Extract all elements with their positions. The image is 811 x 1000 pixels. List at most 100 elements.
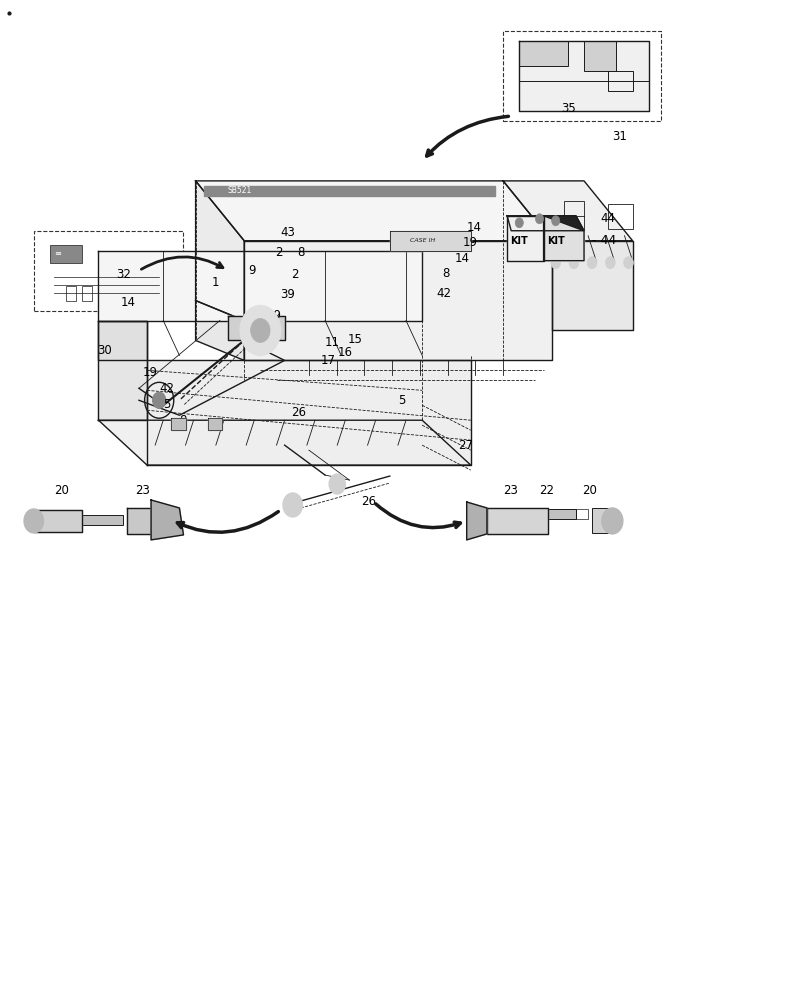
Polygon shape: [244, 241, 551, 360]
Text: 30: 30: [97, 344, 111, 357]
Bar: [82, 515, 122, 525]
Polygon shape: [543, 216, 583, 261]
Circle shape: [251, 319, 270, 342]
Text: 15: 15: [347, 333, 363, 346]
Bar: [607, 71, 632, 91]
Bar: [34, 231, 183, 311]
Text: 17: 17: [320, 354, 335, 367]
Polygon shape: [204, 186, 495, 196]
Polygon shape: [519, 41, 648, 111]
Text: 42: 42: [159, 382, 174, 395]
Polygon shape: [195, 301, 244, 360]
Circle shape: [601, 508, 622, 534]
Text: 19: 19: [143, 366, 158, 379]
Polygon shape: [503, 181, 632, 241]
Circle shape: [328, 474, 345, 494]
Text: 16: 16: [337, 346, 352, 359]
Text: 23: 23: [135, 484, 149, 497]
Text: 22: 22: [539, 484, 554, 497]
Text: 20: 20: [581, 484, 597, 497]
Text: 8: 8: [442, 267, 449, 280]
Text: SB521: SB521: [228, 186, 252, 195]
Bar: [66, 286, 75, 301]
Text: 42: 42: [436, 287, 451, 300]
Text: 19: 19: [267, 309, 281, 322]
Polygon shape: [208, 418, 222, 430]
Text: 43: 43: [281, 226, 295, 239]
Text: 35: 35: [560, 102, 576, 115]
Circle shape: [623, 257, 633, 269]
Text: 26: 26: [361, 495, 376, 508]
Text: 8: 8: [179, 414, 187, 427]
Text: CASE IH: CASE IH: [410, 238, 435, 243]
Text: KIT: KIT: [547, 236, 564, 246]
Circle shape: [283, 493, 302, 517]
Bar: [591, 508, 611, 533]
Circle shape: [240, 306, 281, 355]
Bar: [98, 291, 114, 301]
Text: 31: 31: [611, 130, 626, 143]
Circle shape: [534, 214, 543, 224]
Bar: [50, 245, 82, 263]
Polygon shape: [487, 508, 547, 534]
Bar: [583, 41, 616, 71]
Text: KIT: KIT: [510, 236, 527, 246]
Polygon shape: [228, 316, 285, 340]
Polygon shape: [171, 418, 186, 430]
Polygon shape: [34, 510, 82, 532]
Text: 19: 19: [462, 236, 477, 249]
Circle shape: [605, 257, 615, 269]
Polygon shape: [98, 320, 147, 360]
Text: 25: 25: [262, 329, 277, 342]
Text: 26: 26: [290, 406, 306, 419]
Bar: [547, 509, 575, 519]
Polygon shape: [195, 181, 244, 320]
Polygon shape: [507, 216, 543, 261]
Text: - 44: - 44: [591, 234, 616, 247]
Text: 5: 5: [163, 398, 170, 411]
Bar: [82, 286, 92, 301]
Text: 2: 2: [290, 268, 298, 281]
Text: ≡: ≡: [54, 249, 61, 258]
Bar: [563, 201, 583, 231]
Polygon shape: [127, 508, 175, 534]
Polygon shape: [466, 502, 487, 540]
Text: 14: 14: [121, 296, 136, 309]
Polygon shape: [195, 181, 551, 241]
Text: 2: 2: [275, 246, 282, 259]
Bar: [607, 204, 632, 229]
Circle shape: [24, 509, 44, 533]
Circle shape: [586, 257, 596, 269]
Text: 8: 8: [296, 246, 304, 259]
Text: 20: 20: [54, 484, 69, 497]
Text: 32: 32: [116, 268, 131, 281]
Text: 23: 23: [503, 484, 517, 497]
Bar: [212, 188, 292, 194]
Polygon shape: [98, 420, 470, 465]
Bar: [503, 31, 660, 121]
Text: 1: 1: [212, 276, 219, 289]
Text: 44: 44: [599, 212, 615, 225]
Text: 5: 5: [397, 394, 405, 407]
Circle shape: [152, 392, 165, 408]
Polygon shape: [551, 241, 632, 330]
Polygon shape: [389, 231, 470, 251]
Circle shape: [569, 257, 578, 269]
Polygon shape: [98, 320, 147, 420]
Text: 11: 11: [324, 336, 340, 349]
Text: 39: 39: [281, 288, 295, 301]
Text: 9: 9: [248, 264, 255, 277]
Polygon shape: [147, 360, 470, 465]
Bar: [575, 509, 587, 519]
Text: 14: 14: [466, 221, 481, 234]
Polygon shape: [98, 251, 422, 320]
Bar: [274, 271, 296, 291]
Bar: [519, 41, 567, 66]
Circle shape: [550, 257, 560, 269]
Text: 27: 27: [458, 439, 473, 452]
Circle shape: [515, 218, 523, 228]
Circle shape: [551, 216, 559, 226]
Polygon shape: [507, 216, 583, 231]
Polygon shape: [151, 500, 183, 540]
Text: 14: 14: [454, 252, 469, 265]
